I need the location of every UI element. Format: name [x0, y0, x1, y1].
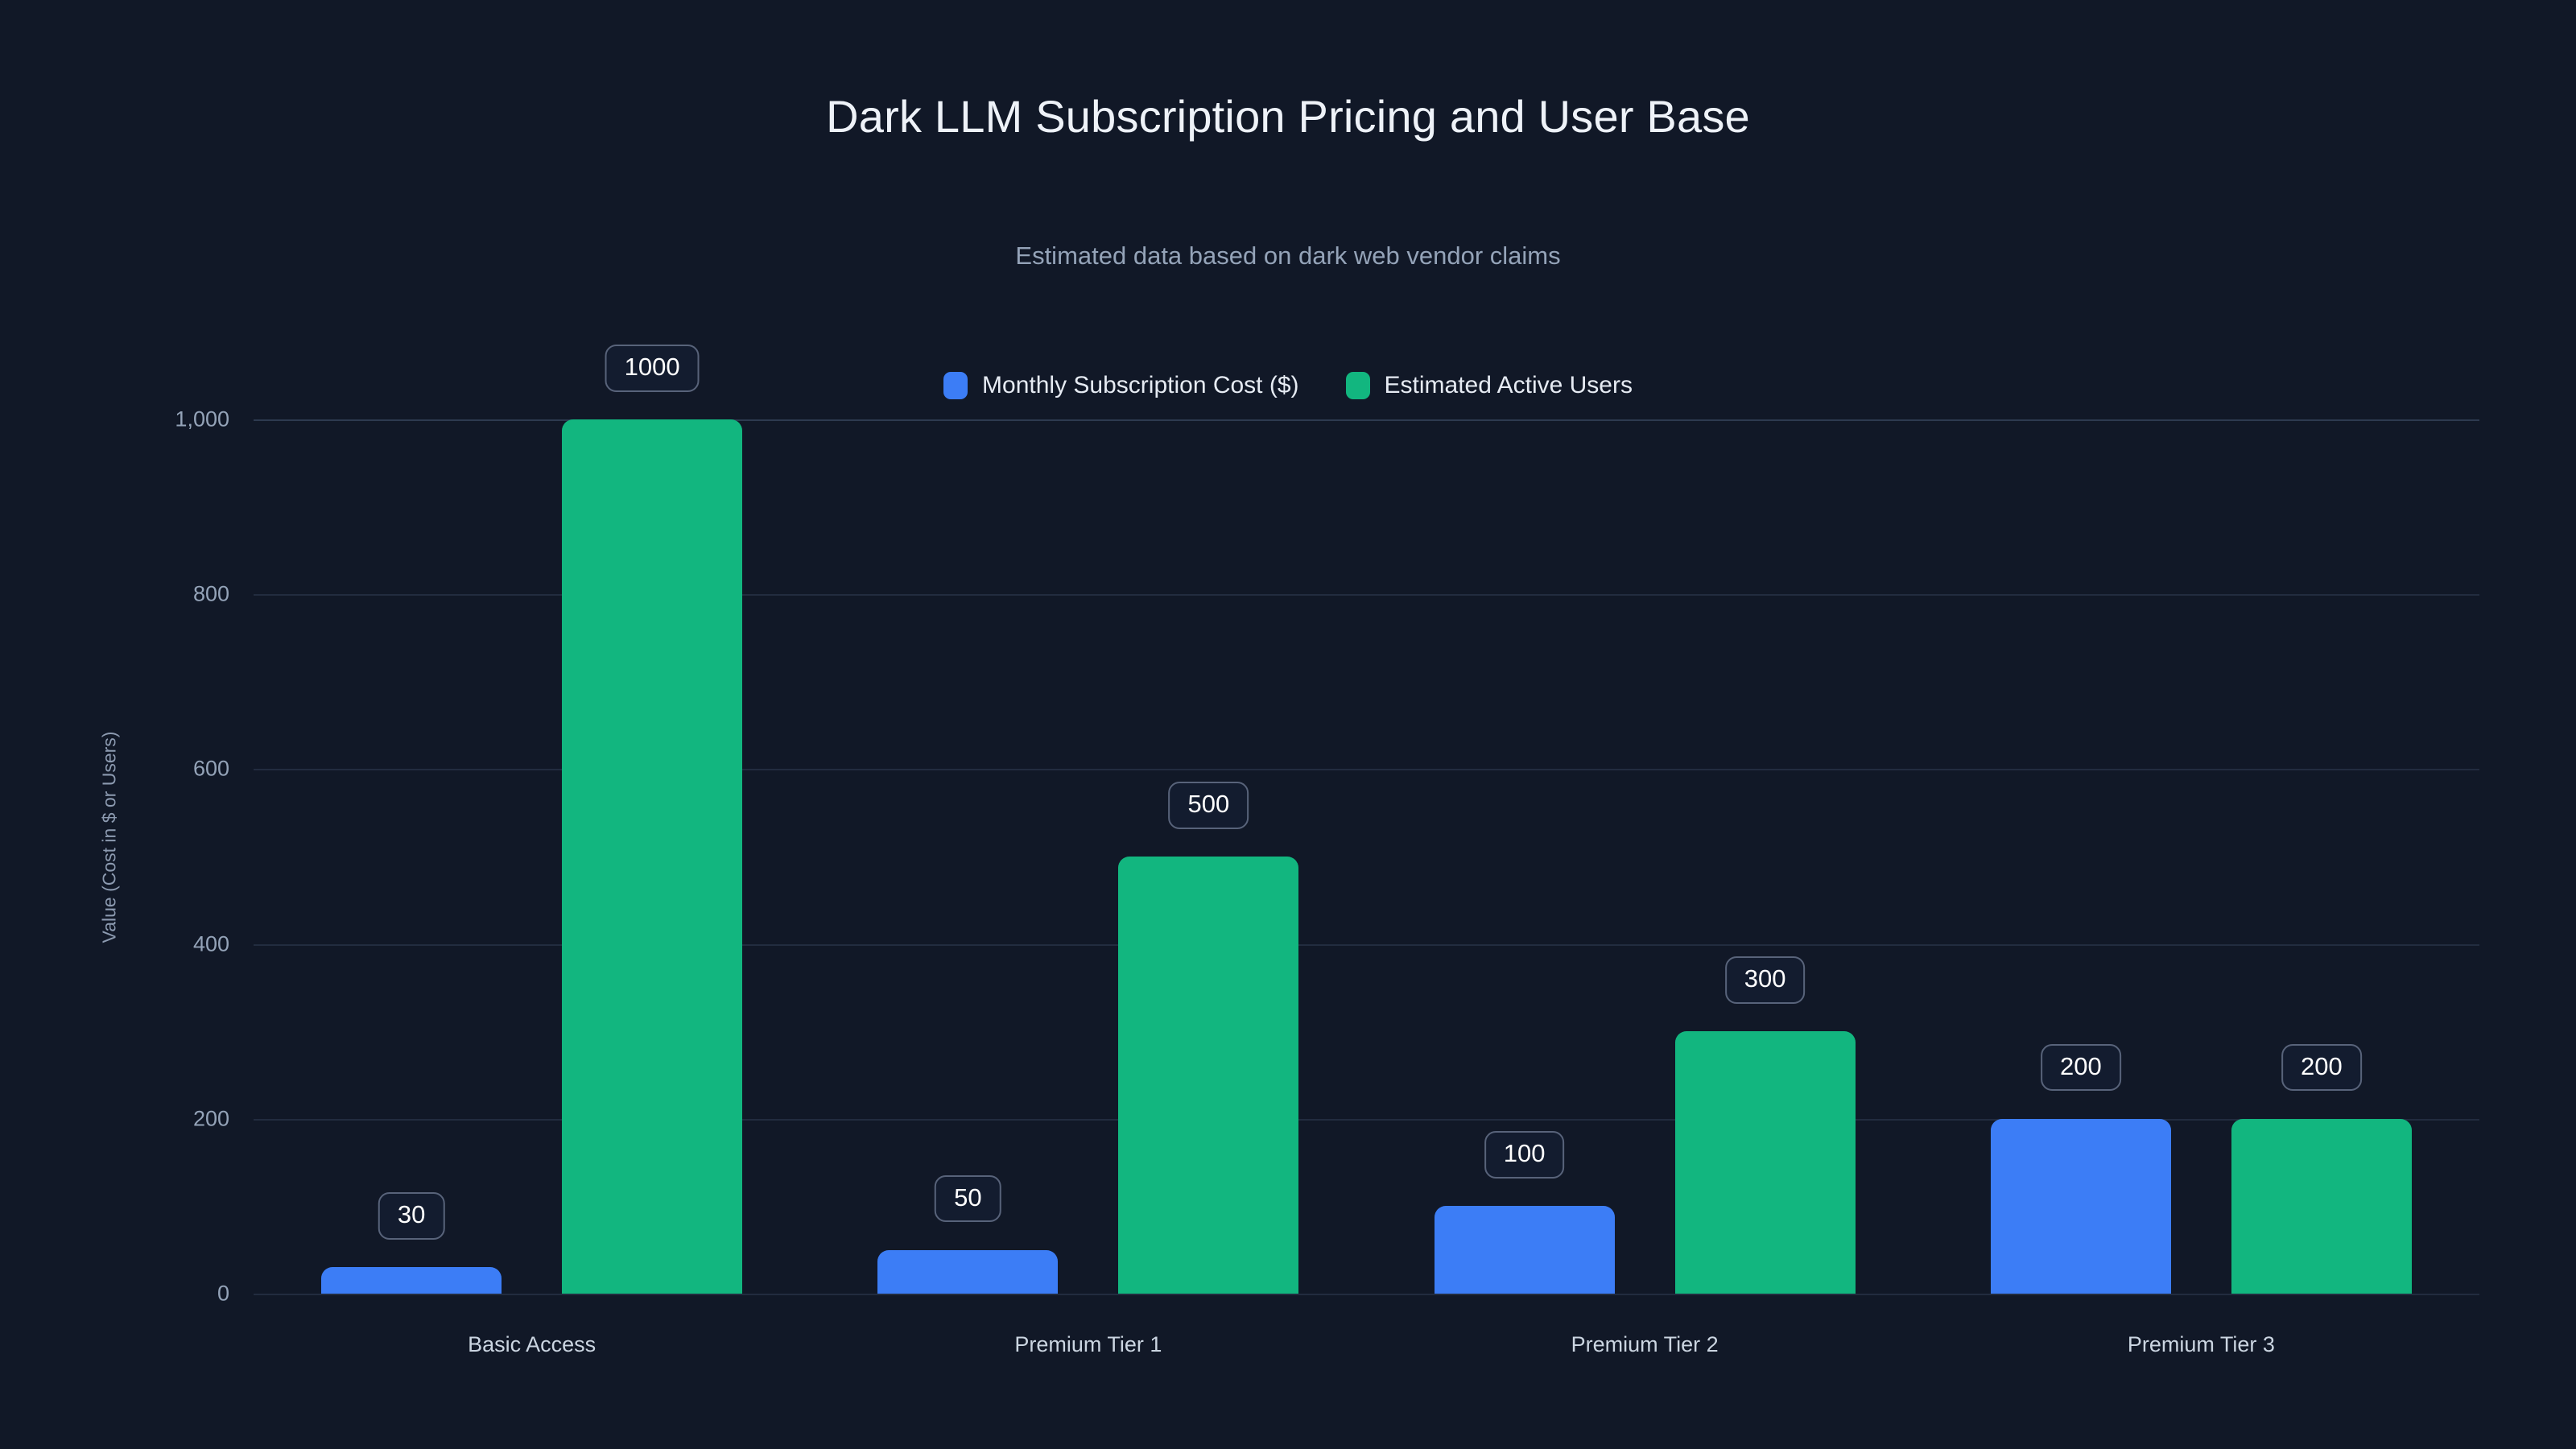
- bar-value-label: 100: [1484, 1131, 1565, 1179]
- legend-item-cost[interactable]: Monthly Subscription Cost ($): [943, 372, 1299, 399]
- x-axis-tick-label: Premium Tier 1: [1014, 1332, 1162, 1356]
- legend-item-users[interactable]: Estimated Active Users: [1345, 372, 1633, 399]
- y-axis-tick-label: 200: [192, 1106, 229, 1131]
- bar-value-label: 500: [1168, 782, 1249, 829]
- bar[interactable]: [1434, 1206, 1615, 1294]
- bar-value-label: 200: [2281, 1043, 2362, 1092]
- y-axis-tick-label: 1,000: [175, 407, 229, 431]
- y-axis-tick-label: 0: [217, 1281, 229, 1306]
- chart-legend: Monthly Subscription Cost ($) Estimated …: [0, 372, 2576, 399]
- x-axis-tick-label: Basic Access: [468, 1332, 597, 1356]
- legend-swatch-users: [1345, 372, 1370, 399]
- gridline: [254, 943, 2479, 946]
- y-axis-tick-label: 800: [192, 581, 229, 606]
- bar[interactable]: [562, 419, 743, 1294]
- plot-area: [254, 402, 2479, 1295]
- legend-swatch-cost: [943, 372, 968, 399]
- x-axis-tick-label: Premium Tier 3: [2127, 1332, 2275, 1356]
- chart-subtitle: Estimated data based on dark web vendor …: [1015, 242, 1561, 270]
- bar-value-label: 200: [2041, 1043, 2121, 1092]
- gridline: [254, 1118, 2479, 1121]
- bar[interactable]: [1118, 857, 1299, 1294]
- legend-label-cost: Monthly Subscription Cost ($): [982, 372, 1299, 398]
- gridline: [254, 769, 2479, 771]
- y-axis-tick-label: 400: [192, 931, 229, 956]
- bar-value-label: 50: [935, 1174, 1001, 1223]
- chart-title: Dark LLM Subscription Pricing and User B…: [826, 91, 1750, 142]
- bar-value-label: 1000: [605, 345, 700, 392]
- bar[interactable]: [321, 1267, 502, 1294]
- x-axis-tick-label: Premium Tier 2: [1571, 1332, 1719, 1356]
- gridline: [254, 594, 2479, 597]
- gridline: [254, 419, 2479, 421]
- legend-label-users: Estimated Active Users: [1384, 372, 1633, 398]
- y-axis-tick-label: 600: [192, 756, 229, 781]
- bar[interactable]: [1674, 1031, 1856, 1294]
- bar[interactable]: [2231, 1118, 2412, 1294]
- bar-value-label: 300: [1724, 956, 1806, 1004]
- bar[interactable]: [877, 1249, 1059, 1294]
- gridline: [254, 1294, 2479, 1295]
- bar[interactable]: [1990, 1118, 2171, 1294]
- bar-value-label: 30: [378, 1192, 445, 1240]
